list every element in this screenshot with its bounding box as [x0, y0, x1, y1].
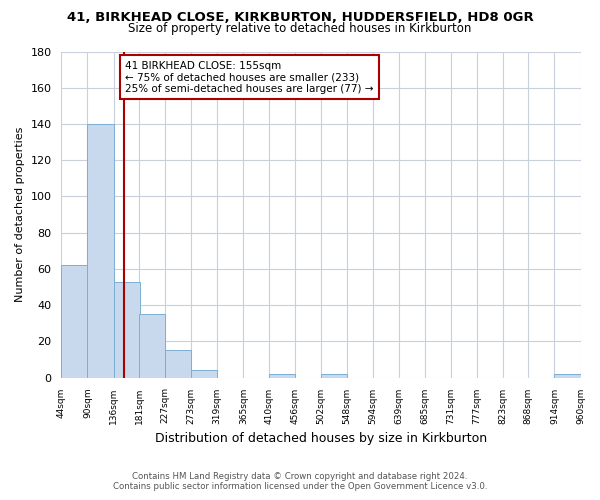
Text: Contains HM Land Registry data © Crown copyright and database right 2024.
Contai: Contains HM Land Registry data © Crown c…	[113, 472, 487, 491]
X-axis label: Distribution of detached houses by size in Kirkburton: Distribution of detached houses by size …	[155, 432, 487, 445]
Y-axis label: Number of detached properties: Number of detached properties	[15, 127, 25, 302]
Bar	[321, 374, 347, 378]
Bar	[88, 124, 113, 378]
Bar	[139, 314, 165, 378]
Bar	[191, 370, 217, 378]
Bar	[165, 350, 191, 378]
Text: 41 BIRKHEAD CLOSE: 155sqm
← 75% of detached houses are smaller (233)
25% of semi: 41 BIRKHEAD CLOSE: 155sqm ← 75% of detac…	[125, 60, 374, 94]
Bar	[113, 282, 140, 378]
Bar	[554, 374, 581, 378]
Text: Size of property relative to detached houses in Kirkburton: Size of property relative to detached ho…	[128, 22, 472, 35]
Bar	[269, 374, 295, 378]
Bar	[61, 266, 88, 378]
Text: 41, BIRKHEAD CLOSE, KIRKBURTON, HUDDERSFIELD, HD8 0GR: 41, BIRKHEAD CLOSE, KIRKBURTON, HUDDERSF…	[67, 11, 533, 24]
